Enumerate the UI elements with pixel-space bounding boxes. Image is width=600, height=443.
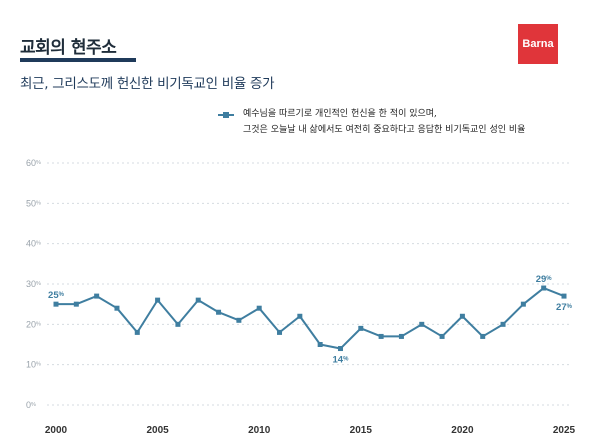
y-tick-label: 60% [26, 158, 41, 168]
data-labels-layer: 25% 14% 29% 27% [48, 274, 573, 366]
data-point [439, 333, 445, 339]
x-tick-label: 2015 [350, 425, 373, 436]
data-point [480, 333, 486, 339]
data-point [398, 333, 404, 339]
y-tick-label: 50% [26, 198, 41, 208]
data-point [114, 305, 120, 311]
data-point [520, 301, 526, 307]
x-tick-label: 2005 [146, 425, 169, 436]
page-subtitle: 최근, 그리스도께 헌신한 비기독교인 비율 증가 [20, 76, 275, 92]
data-point [541, 285, 547, 291]
series-line-layer [56, 287, 565, 350]
x-tick-label: 2020 [451, 425, 474, 436]
data-point [317, 342, 323, 347]
y-tick-label: 10% [26, 360, 41, 370]
data-point [277, 329, 283, 335]
data-point [175, 321, 181, 327]
legend-series-marker [218, 112, 234, 118]
y-tick-label: 20% [26, 319, 41, 329]
data-label: 29% [536, 274, 553, 285]
data-point [94, 293, 100, 299]
data-point [561, 293, 567, 299]
data-point [256, 305, 262, 311]
x-axis-ticks: 2000 2005 2010 2015 2020 2025 [45, 425, 576, 436]
data-point [134, 329, 140, 335]
x-tick-label: 2000 [45, 425, 68, 436]
data-point [419, 321, 425, 327]
y-axis-ticks: 0% 10% 20% 30% 40% 50% 60% [26, 158, 41, 410]
series-points-layer [53, 285, 567, 352]
data-point [155, 297, 161, 303]
barna-logo: Barna [518, 24, 558, 64]
data-point [500, 321, 506, 327]
data-point [216, 309, 222, 315]
data-label: 25% [48, 290, 65, 301]
x-tick-label: 2010 [248, 425, 271, 436]
data-point [73, 301, 79, 307]
data-point [459, 313, 465, 319]
x-tick-label: 2025 [553, 425, 576, 436]
title-underline [20, 58, 136, 62]
data-point [297, 313, 303, 319]
y-tick-label: 40% [26, 239, 41, 249]
chart-gridlines [47, 162, 571, 406]
legend-series-label: 예수님을 따르기로 개인적인 헌신을 한 적이 있으며, 그것은 오늘날 내 삶… [243, 109, 526, 135]
data-point [378, 333, 384, 339]
data-point [53, 301, 59, 307]
series-line [56, 287, 565, 350]
page-title: 교회의 현주소 [20, 38, 117, 58]
data-label: 14% [333, 355, 350, 366]
y-tick-label: 0% [26, 400, 36, 410]
data-point [236, 317, 242, 323]
y-tick-label: 30% [26, 279, 41, 289]
data-point [358, 325, 364, 331]
data-label: 27% [556, 302, 573, 313]
data-point [195, 297, 201, 303]
data-point [337, 346, 343, 352]
